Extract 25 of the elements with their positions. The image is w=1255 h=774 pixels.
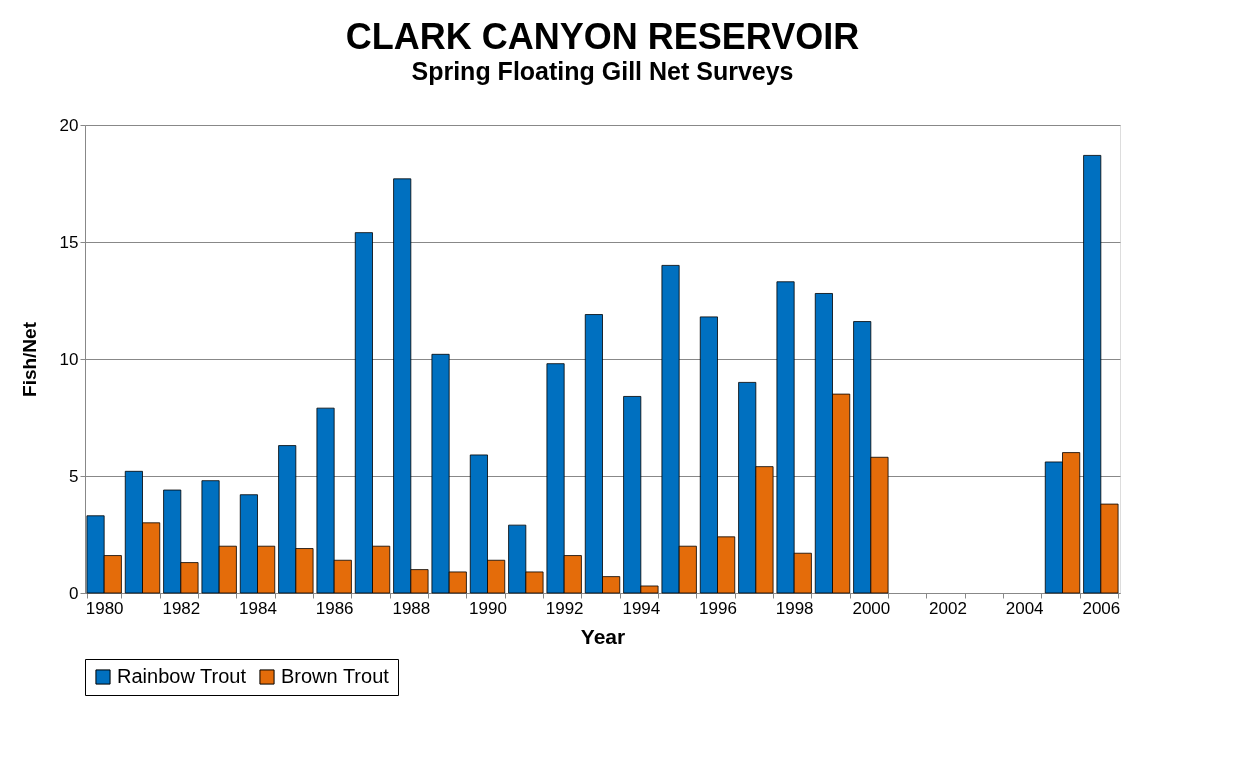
legend-label: Rainbow Trout xyxy=(117,665,247,687)
x-tick-label: 1984 xyxy=(239,598,277,618)
y-tick-label: 10 xyxy=(59,349,79,369)
x-axis-title: Year xyxy=(580,624,626,648)
x-tick-label: 1988 xyxy=(392,598,431,618)
x-tick-label: 2006 xyxy=(1082,598,1121,618)
x-tick-label: 1980 xyxy=(85,598,124,618)
x-tick-label: 2000 xyxy=(852,598,891,618)
x-tick-label: 1982 xyxy=(162,598,201,618)
x-tick-label: 1986 xyxy=(315,598,354,618)
legend-label: Brown Trout xyxy=(281,665,390,687)
y-tick-label: 20 xyxy=(59,115,79,135)
y-tick-label: 0 xyxy=(69,583,79,603)
x-tick-label: 1996 xyxy=(699,598,737,618)
y-tick-label: 15 xyxy=(59,232,79,252)
y-tick-label: 5 xyxy=(69,466,79,486)
x-tick-label: 2002 xyxy=(929,598,967,618)
x-tick-label: 2004 xyxy=(1005,598,1044,618)
x-tick-label: 1992 xyxy=(545,598,584,618)
x-tick-label: 1998 xyxy=(775,598,814,618)
x-tick-label: 1990 xyxy=(469,598,507,618)
chart-title: CLARK CANYON RESERVOIR xyxy=(345,16,860,57)
x-tick-label: 1994 xyxy=(622,598,661,618)
chart-subtitle: Spring Floating Gill Net Surveys xyxy=(411,57,794,85)
y-axis-title: Fish/Net xyxy=(18,321,40,397)
